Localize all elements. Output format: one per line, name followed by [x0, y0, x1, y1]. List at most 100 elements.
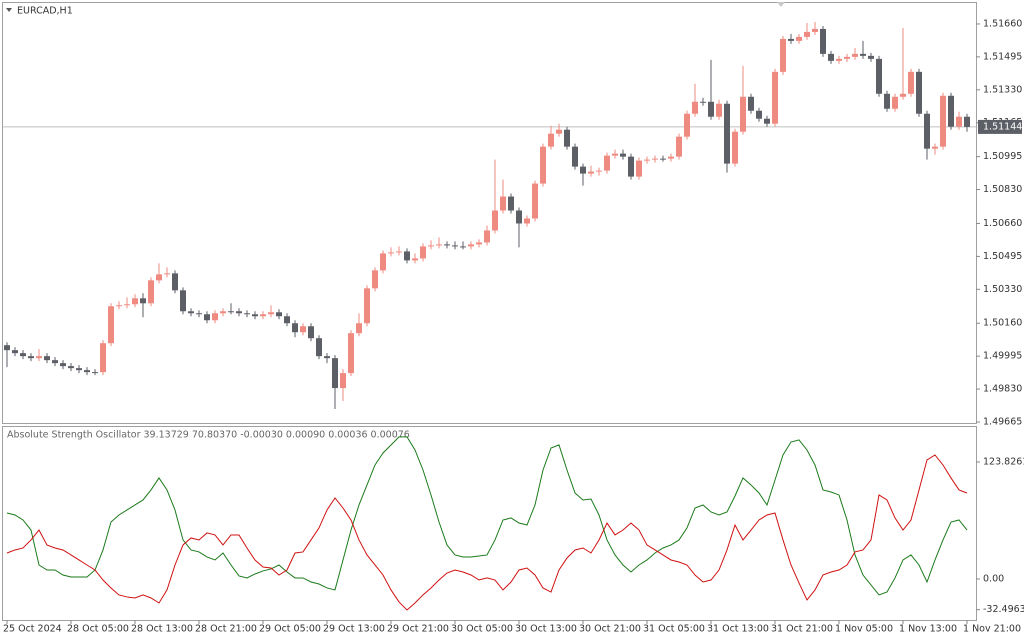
y-tick-label: 1.50660	[983, 218, 1022, 229]
candle-body	[172, 273, 178, 291]
candle-body	[260, 314, 266, 317]
candle-body	[204, 314, 210, 321]
candle-body	[924, 113, 930, 149]
candle-body	[36, 356, 42, 359]
chart-title: EURCAD,H1	[17, 6, 73, 17]
candle-body	[196, 313, 202, 315]
candle-body	[140, 298, 146, 304]
x-tick-label: 30 Oct 05:00	[451, 624, 513, 635]
candle-body	[68, 366, 74, 369]
candle-body	[268, 312, 274, 315]
candle-body	[228, 311, 234, 313]
current-price-box	[978, 119, 1022, 134]
candle-body	[468, 244, 474, 247]
candle-body	[628, 156, 634, 177]
candle-body	[684, 113, 690, 137]
candle-body	[4, 345, 10, 351]
candle-body	[716, 103, 722, 117]
oscillator-line	[6, 436, 968, 596]
candle-body	[644, 159, 650, 161]
candle-body	[636, 160, 642, 177]
candle-body	[460, 246, 466, 248]
candle-body	[932, 146, 938, 149]
candle-body	[956, 116, 962, 127]
oscillator-line	[6, 454, 968, 611]
candle-body	[332, 358, 338, 389]
candle-body	[372, 270, 378, 289]
candle-body	[116, 305, 122, 307]
x-tick-label: 1 Nov 05:00	[835, 624, 893, 635]
x-tick-label: 30 Oct 21:00	[579, 624, 641, 635]
candle-body	[948, 95, 954, 127]
candle-body	[780, 38, 786, 72]
candle-body	[868, 55, 874, 59]
candle-body	[900, 93, 906, 97]
candle-body	[148, 280, 154, 304]
candle-body	[100, 343, 106, 373]
candle-body	[492, 210, 498, 231]
symbol-menu-icon[interactable]	[6, 8, 12, 12]
candle-body	[788, 38, 794, 41]
candle-body	[884, 93, 890, 109]
candle-body	[828, 53, 834, 61]
candle-body	[652, 158, 658, 160]
y-tick-label: 1.50330	[983, 284, 1022, 295]
candle-body	[364, 288, 370, 324]
candle-body	[244, 313, 250, 315]
candle-body	[220, 311, 226, 314]
candle-body	[908, 71, 914, 94]
candle-body	[284, 316, 290, 324]
candle-body	[92, 372, 98, 374]
candle-body	[820, 28, 826, 54]
candle-body	[668, 156, 674, 159]
candle-body	[852, 53, 858, 57]
candle-body	[700, 101, 706, 103]
candle-body	[124, 304, 130, 306]
x-tick-label: 28 Oct 05:00	[67, 624, 129, 635]
candle-body	[836, 58, 842, 61]
candle-body	[28, 356, 34, 359]
y-tick-label: 1.50995	[983, 151, 1022, 162]
candle-body	[740, 96, 746, 132]
candle-body	[188, 311, 194, 314]
x-tick-label: 29 Oct 13:00	[323, 624, 385, 635]
y-tick-label: 1.51660	[983, 18, 1022, 29]
candle-body	[12, 350, 18, 354]
x-tick-label: 31 Oct 05:00	[643, 624, 705, 635]
candle-body	[84, 370, 90, 373]
y-tick-label: 0.00	[983, 573, 1004, 584]
candle-body	[156, 274, 162, 281]
candle-body	[52, 360, 58, 364]
candle-body	[300, 326, 306, 333]
candle-body	[860, 53, 866, 56]
candle-body	[60, 363, 66, 367]
candle-body	[876, 58, 882, 94]
candle-body	[324, 356, 330, 359]
x-tick-label: 31 Oct 21:00	[771, 624, 833, 635]
candle-body	[596, 170, 602, 172]
candle-body	[724, 103, 730, 164]
x-tick-label: 29 Oct 05:00	[259, 624, 321, 635]
x-tick-label: 28 Oct 21:00	[195, 624, 257, 635]
candle-body	[388, 252, 394, 254]
candle-body	[708, 101, 714, 117]
x-tick-label: 31 Oct 13:00	[707, 624, 769, 635]
candle-body	[572, 146, 578, 167]
candle-body	[132, 298, 138, 305]
candle-body	[732, 131, 738, 164]
current-price-label: 1.51144	[983, 121, 1022, 132]
candle-body	[556, 129, 562, 134]
candle-body	[772, 71, 778, 124]
candle-body	[692, 101, 698, 114]
y-tick-label: 1.49995	[983, 351, 1022, 362]
candle-body	[796, 36, 802, 41]
candle-body	[844, 56, 850, 59]
candle-body	[380, 253, 386, 271]
x-tick-label: 28 Oct 13:00	[131, 624, 193, 635]
candle-body	[212, 313, 218, 321]
candle-body	[532, 183, 538, 219]
candle-body	[484, 230, 490, 243]
candle-body	[604, 155, 610, 171]
price-panel-frame	[2, 2, 977, 424]
